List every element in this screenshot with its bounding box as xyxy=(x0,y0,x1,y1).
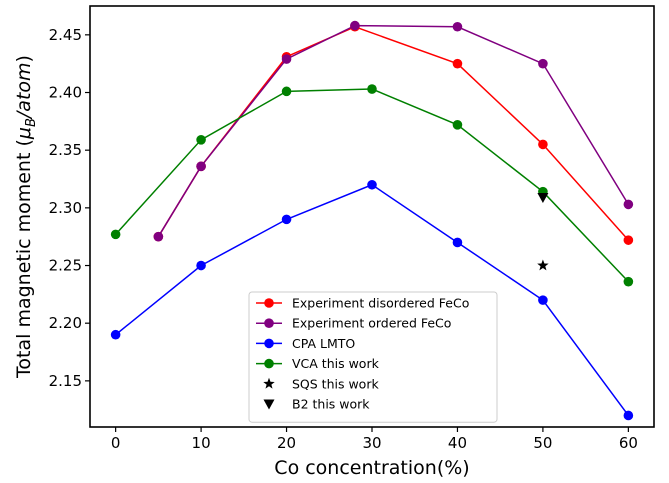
data-point xyxy=(196,260,206,271)
x-tick-label: 60 xyxy=(619,434,638,452)
legend-item: Experiment ordered FeCo xyxy=(256,316,451,331)
legend-marker xyxy=(264,358,274,369)
legend-marker xyxy=(264,338,274,349)
legend-item: Experiment disordered FeCo xyxy=(256,296,469,311)
data-point xyxy=(110,329,121,340)
data-point xyxy=(623,235,634,245)
data-point xyxy=(281,86,292,97)
y-tick-label: 2.45 xyxy=(49,26,82,44)
series-3 xyxy=(110,84,634,287)
data-point xyxy=(367,84,377,94)
y-axis-title: Total magnetic moment (μB/atom) xyxy=(13,55,39,379)
legend-label: CPA LMTO xyxy=(292,336,355,351)
data-point xyxy=(623,199,634,210)
legend-box xyxy=(248,291,498,423)
legend: Experiment disordered FeCo Experiment ord… xyxy=(248,291,498,423)
y-tick-label: 2.20 xyxy=(49,314,82,332)
data-point xyxy=(538,58,548,69)
data-point xyxy=(537,259,549,271)
data-point xyxy=(623,410,634,421)
data-point xyxy=(623,276,634,287)
legend-item: VCA this work xyxy=(256,356,380,371)
legend-label: Experiment ordered FeCo xyxy=(292,316,451,331)
y-tick-label: 2.30 xyxy=(49,199,82,217)
legend-label: B2 this work xyxy=(292,397,370,412)
x-tick-label: 20 xyxy=(277,434,296,452)
legend-marker xyxy=(263,377,275,389)
data-point xyxy=(153,231,164,242)
x-tick-label: 30 xyxy=(362,434,381,452)
data-point xyxy=(281,214,292,225)
y-axis: 2.15 2.20 2.25 2.30 2.35 2.40 2.45 xyxy=(49,26,90,390)
series-line xyxy=(157,24,630,238)
legend-label: VCA this work xyxy=(292,356,380,371)
legend-item: SQS this work xyxy=(263,376,379,391)
x-axis: 0 10 20 30 40 50 60 xyxy=(111,427,638,452)
data-point xyxy=(452,21,463,32)
y-tick-label: 2.25 xyxy=(49,257,82,275)
x-tick-label: 40 xyxy=(448,434,467,452)
series-layer xyxy=(110,20,634,421)
series-5 xyxy=(537,192,549,203)
data-point xyxy=(452,237,463,248)
data-point xyxy=(110,229,121,240)
y-tick-label: 2.35 xyxy=(49,141,82,159)
data-point xyxy=(452,120,463,130)
legend-label: Experiment disordered FeCo xyxy=(292,296,469,311)
data-point xyxy=(196,134,206,145)
data-point xyxy=(537,192,549,203)
series-1 xyxy=(153,20,634,242)
legend-label: SQS this work xyxy=(292,376,379,391)
series-2 xyxy=(110,179,634,421)
data-point xyxy=(367,179,377,190)
x-tick-label: 0 xyxy=(111,434,121,452)
data-point xyxy=(196,161,206,172)
series-4 xyxy=(537,259,549,271)
legend-marker xyxy=(264,298,274,308)
legend-item: CPA LMTO xyxy=(256,336,355,351)
y-tick-label: 2.15 xyxy=(49,372,82,390)
data-point xyxy=(538,295,548,305)
legend-marker xyxy=(264,318,274,329)
data-point xyxy=(538,139,548,150)
legend-marker xyxy=(263,399,275,410)
y-tick-label: 2.40 xyxy=(49,84,82,102)
x-tick-label: 10 xyxy=(192,434,211,452)
data-point xyxy=(452,58,463,69)
data-point xyxy=(350,20,360,31)
x-axis-title: Co concentration(%) xyxy=(274,457,469,479)
x-tick-label: 50 xyxy=(533,434,552,452)
legend-item: B2 this work xyxy=(263,397,370,412)
data-point xyxy=(281,54,292,64)
